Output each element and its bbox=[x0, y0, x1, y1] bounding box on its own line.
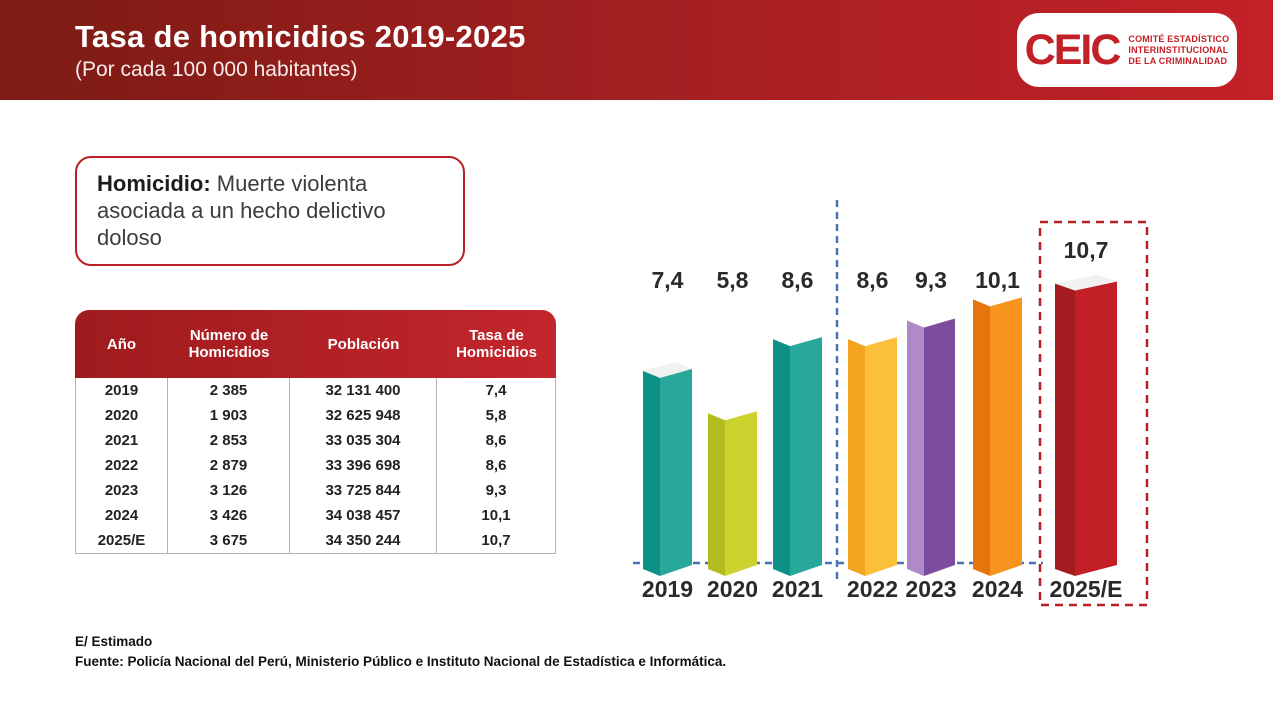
bar-value-label-2019: 7,4 bbox=[652, 267, 684, 293]
table-row: 2024 3 426 34 038 457 10,1 bbox=[75, 503, 556, 528]
cell-homicides: 2 385 bbox=[168, 378, 290, 403]
table-row: 2025/E 3 675 34 350 244 10,7 bbox=[75, 528, 556, 554]
table-row: 2021 2 853 33 035 304 8,6 bbox=[75, 428, 556, 453]
ceic-logo-text: CEIC bbox=[1024, 25, 1122, 74]
cell-rate: 10,1 bbox=[437, 503, 556, 528]
estimated-highlight-box bbox=[1038, 220, 1149, 607]
definition-term: Homicidio: bbox=[97, 171, 211, 196]
col-header-rate: Tasa de Homicidios bbox=[456, 327, 537, 361]
bar-right-face-2019 bbox=[660, 368, 692, 576]
bar-right-face-2021 bbox=[790, 337, 822, 576]
cell-year: 2023 bbox=[75, 478, 168, 503]
cell-homicides: 3 675 bbox=[168, 528, 290, 554]
cell-rate: 8,6 bbox=[437, 428, 556, 453]
ceic-logo-tagline: COMITÉ ESTADÍSTICO INTERINSTITUCIONAL DE… bbox=[1128, 34, 1229, 67]
homicide-rate-bar-chart-svg: 7,4 2019 5,8 2020 8,6 2021 8,6 2022 9,3 2023 10,1 2… bbox=[633, 200, 1149, 607]
homicide-rate-bar-chart: 7,4 2019 5,8 2020 8,6 2021 8,6 2022 9,3 2023 10,1 2… bbox=[600, 190, 1173, 620]
cell-homicides: 1 903 bbox=[168, 403, 290, 428]
ceic-tagline-line-1: COMITÉ ESTADÍSTICO bbox=[1128, 33, 1230, 44]
cell-year: 2020 bbox=[75, 403, 168, 428]
x-axis-label-2022: 2022 bbox=[847, 576, 898, 602]
x-axis-label-2019: 2019 bbox=[642, 576, 693, 602]
bar-value-label-2020: 5,8 bbox=[717, 267, 749, 293]
cell-homicides: 3 426 bbox=[168, 503, 290, 528]
cell-year: 2025/E bbox=[75, 528, 168, 554]
bar-left-face-2025/E bbox=[1055, 283, 1075, 576]
page-title: Tasa de homicidios 2019-2025 bbox=[75, 18, 526, 54]
bar-value-label-2024: 10,1 bbox=[975, 267, 1020, 293]
cell-year: 2024 bbox=[75, 503, 168, 528]
cell-rate: 5,8 bbox=[437, 403, 556, 428]
bar-value-label-2023: 9,3 bbox=[915, 267, 947, 293]
bar-right-face-2024 bbox=[990, 297, 1022, 576]
page-subtitle: (Por cada 100 000 habitantes) bbox=[75, 57, 358, 81]
bar-right-face-2025/E bbox=[1075, 281, 1117, 576]
bar-left-face-2021 bbox=[773, 339, 790, 576]
cell-population: 33 035 304 bbox=[290, 428, 437, 453]
table-header-row: Año Número de Homicidios Población Tasa … bbox=[75, 310, 556, 378]
cell-population: 34 038 457 bbox=[290, 503, 437, 528]
cell-homicides: 2 853 bbox=[168, 428, 290, 453]
x-axis-label-2021: 2021 bbox=[772, 576, 823, 602]
cell-population: 32 131 400 bbox=[290, 378, 437, 403]
bar-right-face-2022 bbox=[865, 337, 897, 576]
table-row: 2022 2 879 33 396 698 8,6 bbox=[75, 453, 556, 478]
bar-right-face-2020 bbox=[725, 411, 757, 576]
x-axis-label-2023: 2023 bbox=[905, 576, 956, 602]
x-axis-label-2025/E: 2025/E bbox=[1050, 576, 1123, 602]
col-header-year: Año bbox=[106, 335, 137, 353]
x-axis-label-2020: 2020 bbox=[707, 576, 758, 602]
bar-left-face-2022 bbox=[848, 339, 865, 576]
bar-value-label-2025/E: 10,7 bbox=[1064, 237, 1109, 263]
definition-text: Muerte violenta asociada a un hecho deli… bbox=[97, 171, 386, 250]
cell-population: 33 396 698 bbox=[290, 453, 437, 478]
table-header-background bbox=[75, 310, 556, 378]
table-body: 2019 2 385 32 131 400 7,4 2020 1 903 32 … bbox=[75, 378, 556, 554]
table-header: Año Número de Homicidios Población Tasa … bbox=[75, 310, 556, 378]
footnote-block: E/ Estimado Fuente: Policía Nacional del… bbox=[75, 632, 726, 672]
bar-left-face-2019 bbox=[643, 370, 660, 576]
cell-rate: 8,6 bbox=[437, 453, 556, 478]
ceic-tagline-line-2: INTERINSTITUCIONAL bbox=[1128, 44, 1229, 55]
table-row: 2023 3 126 33 725 844 9,3 bbox=[75, 478, 556, 503]
homicide-table-wrap: Año Número de Homicidios Población Tasa … bbox=[75, 310, 556, 554]
table-row: 2020 1 903 32 625 948 5,8 bbox=[75, 403, 556, 428]
bar-value-label-2022: 8,6 bbox=[857, 267, 889, 293]
table-row: 2019 2 385 32 131 400 7,4 bbox=[75, 378, 556, 403]
ceic-logo: CEIC COMITÉ ESTADÍSTICO INTERINSTITUCION… bbox=[1017, 13, 1237, 87]
cell-year: 2022 bbox=[75, 453, 168, 478]
definition-callout: Homicidio: Muerte violenta asociada a un… bbox=[75, 156, 465, 266]
cell-rate: 9,3 bbox=[437, 478, 556, 503]
bar-value-label-2021: 8,6 bbox=[782, 267, 814, 293]
cell-population: 34 350 244 bbox=[290, 528, 437, 554]
bar-top-cap-2025/E bbox=[1055, 274, 1117, 291]
col-header-homicides: Número de Homicidios bbox=[188, 327, 270, 361]
bar-left-face-2023 bbox=[907, 320, 924, 576]
footnote-estimate: E/ Estimado bbox=[75, 634, 153, 649]
header-band: Tasa de homicidios 2019-2025 (Por cada 1… bbox=[0, 0, 1273, 100]
bar-top-cap-2019 bbox=[643, 361, 692, 378]
cell-rate: 10,7 bbox=[437, 528, 556, 554]
cell-year: 2019 bbox=[75, 378, 168, 403]
homicide-table: Año Número de Homicidios Población Tasa … bbox=[75, 310, 556, 554]
ceic-tagline-line-3: DE LA CRIMINALIDAD bbox=[1128, 55, 1228, 66]
bar-right-face-2023 bbox=[924, 318, 955, 576]
header-text-block: Tasa de homicidios 2019-2025 (Por cada 1… bbox=[0, 19, 526, 82]
footnote-source: Fuente: Policía Nacional del Perú, Minis… bbox=[75, 654, 727, 669]
cell-population: 32 625 948 bbox=[290, 403, 437, 428]
x-axis-label-2024: 2024 bbox=[972, 576, 1023, 602]
cell-homicides: 2 879 bbox=[168, 453, 290, 478]
bar-left-face-2020 bbox=[708, 413, 725, 576]
cell-homicides: 3 126 bbox=[168, 478, 290, 503]
cell-population: 33 725 844 bbox=[290, 478, 437, 503]
cell-rate: 7,4 bbox=[437, 378, 556, 403]
col-header-population: Población bbox=[327, 335, 400, 353]
cell-year: 2021 bbox=[75, 428, 168, 453]
bar-left-face-2024 bbox=[973, 299, 990, 576]
